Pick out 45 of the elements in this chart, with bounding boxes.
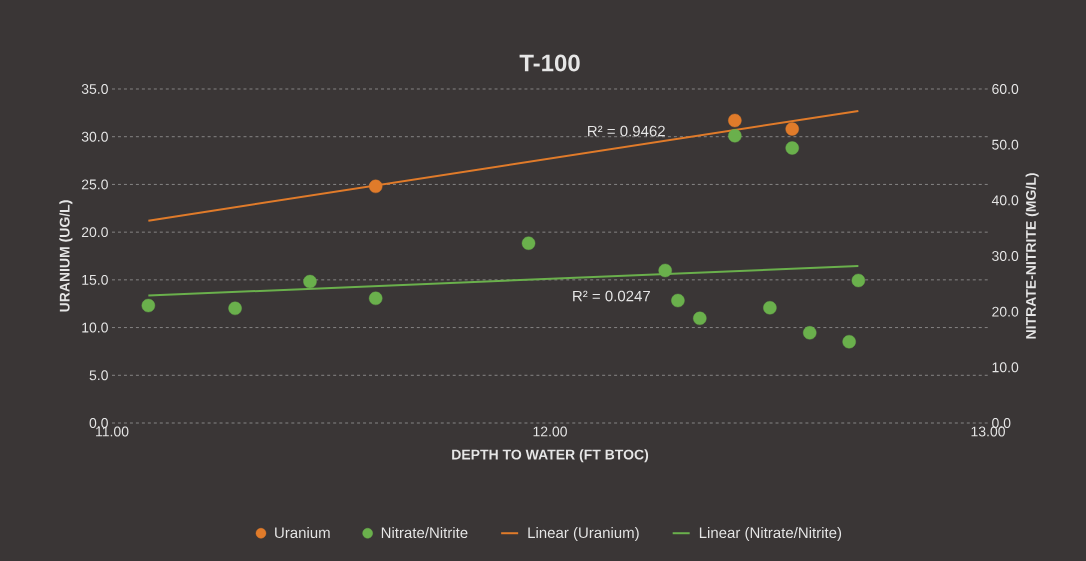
- point: [141, 298, 156, 313]
- x-axis-title: DEPTH TO WATER (FT BTOC): [452, 449, 649, 463]
- point: [785, 141, 799, 155]
- point: [803, 326, 817, 340]
- y2-tick-label: 50.0: [992, 139, 1019, 150]
- point: [763, 301, 777, 315]
- y-tick-label: 5.0: [89, 370, 108, 381]
- point: [728, 113, 742, 128]
- y-axis-title: URANIUM (UG/L): [59, 200, 73, 312]
- point: [368, 291, 383, 306]
- x-tick-label: 12.00: [533, 426, 567, 437]
- x-tick-label: 11.00: [96, 426, 129, 437]
- y2-tick-label: 40.0: [991, 195, 1019, 206]
- y2-axis-title: NITRATE-NITRITE (MG/L): [1025, 173, 1039, 339]
- annotation: R² = 0.9462: [588, 125, 665, 137]
- y-tick-label: 15.0: [82, 274, 108, 285]
- point: [228, 301, 242, 316]
- legend-label: Nitrate/Nitrite: [381, 527, 468, 539]
- y-tick-label: 0.0: [89, 418, 108, 428]
- legend-label: Linear (Uranium): [528, 527, 639, 542]
- y2-tick-label: 0.0: [992, 418, 1011, 428]
- point: [671, 293, 685, 308]
- annotation: R² = 0.0247: [573, 290, 650, 302]
- legend-label: Uranium: [275, 527, 330, 539]
- x-tick-label: 13.00: [971, 426, 1005, 437]
- point: [658, 263, 672, 278]
- y-tick-label: 25.0: [81, 179, 108, 190]
- y2-tick-label: 30.0: [992, 251, 1019, 261]
- chart-title: T-100: [519, 54, 580, 72]
- point: [728, 129, 742, 143]
- y2-tick-label: 20.0: [992, 306, 1019, 317]
- point: [521, 236, 536, 250]
- point: [303, 274, 317, 289]
- point: [842, 335, 856, 349]
- y-tick-label: 10.0: [82, 322, 108, 333]
- y2-tick-label: 10.0: [992, 362, 1019, 373]
- point: [785, 122, 799, 136]
- y-tick-label: 20.0: [81, 227, 108, 238]
- point: [693, 311, 707, 326]
- y-tick-label: 35.0: [81, 84, 108, 94]
- legend-label: Linear (Nitrate/Nitrite): [699, 527, 842, 542]
- y-tick-label: 30.0: [81, 131, 108, 142]
- point: [368, 179, 383, 194]
- point: [851, 273, 866, 288]
- y2-tick-label: 60.0: [992, 84, 1019, 94]
